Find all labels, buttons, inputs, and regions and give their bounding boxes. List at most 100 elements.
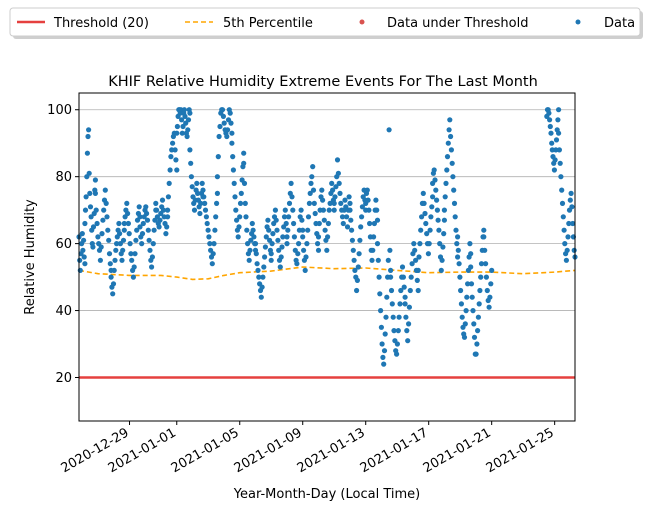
- data-point: [282, 207, 288, 213]
- data-point: [188, 160, 194, 166]
- data-point: [488, 281, 494, 287]
- data-point: [349, 237, 355, 243]
- data-point: [399, 264, 406, 270]
- data-point: [398, 287, 404, 294]
- data-point: [556, 107, 562, 113]
- data-point: [481, 234, 487, 240]
- data-point: [126, 231, 132, 237]
- data-point: [215, 154, 221, 160]
- data-point: [227, 110, 233, 116]
- data-point: [235, 234, 241, 240]
- data-point: [241, 150, 247, 156]
- data-point: [352, 267, 358, 273]
- data-point: [370, 247, 376, 253]
- data-point: [391, 328, 397, 334]
- data-point: [474, 341, 480, 347]
- data-point: [291, 234, 297, 240]
- data-point: [237, 214, 243, 220]
- data-point: [305, 227, 311, 233]
- data-point: [401, 284, 407, 290]
- data-point: [549, 140, 555, 146]
- percentile-layer: [78, 266, 576, 281]
- data-point: [150, 241, 156, 247]
- data-point: [427, 227, 433, 233]
- data-point: [288, 180, 294, 186]
- data-point: [256, 274, 262, 280]
- data-point: [386, 127, 392, 133]
- data-point: [425, 251, 431, 257]
- data-point: [304, 241, 310, 247]
- data-point: [478, 261, 485, 267]
- data-point: [214, 200, 220, 206]
- data-point: [381, 348, 388, 354]
- data-point: [354, 287, 360, 294]
- data-point: [93, 207, 99, 213]
- data-point: [84, 150, 90, 156]
- legend-box: [9, 7, 641, 37]
- data-point: [120, 247, 126, 253]
- data-point: [442, 194, 448, 200]
- data-point: [151, 227, 157, 233]
- data-point: [220, 113, 226, 119]
- data-point: [565, 234, 571, 240]
- data-point: [469, 294, 475, 300]
- data-point: [275, 237, 281, 243]
- data-point: [211, 241, 217, 247]
- x-tick-label: 2021-01-09: [232, 425, 305, 476]
- data-point: [559, 187, 565, 193]
- data-point: [147, 247, 153, 253]
- data-point: [132, 251, 138, 257]
- data-point: [388, 267, 394, 273]
- data-point: [185, 117, 192, 123]
- data-point: [231, 180, 237, 186]
- data-point: [237, 200, 244, 206]
- data-point: [77, 267, 83, 273]
- data-point: [241, 160, 247, 166]
- data-point: [424, 231, 430, 237]
- data-point: [359, 204, 365, 210]
- data-point: [559, 200, 566, 206]
- data-point: [85, 133, 91, 140]
- data-point: [263, 234, 269, 240]
- data-point: [258, 294, 264, 300]
- data-point: [188, 174, 194, 180]
- data-point: [428, 214, 434, 220]
- data-point: [121, 227, 127, 233]
- data-point: [268, 257, 274, 263]
- data-point: [375, 257, 381, 263]
- data-point: [416, 254, 422, 260]
- data-point: [217, 123, 223, 130]
- data-point: [250, 227, 256, 233]
- data-point: [261, 264, 267, 270]
- data-point: [406, 304, 412, 310]
- data-point: [315, 247, 322, 253]
- data-point: [82, 220, 88, 227]
- data-point: [355, 264, 361, 270]
- data-point: [210, 251, 216, 257]
- data-point: [202, 200, 208, 206]
- data-point: [324, 247, 330, 253]
- data-point: [344, 224, 351, 230]
- data-point: [167, 167, 173, 173]
- data-point: [265, 217, 271, 223]
- data-point: [394, 341, 400, 347]
- data-point: [356, 251, 362, 257]
- data-point: [106, 251, 113, 257]
- data-point: [128, 251, 134, 257]
- data-point: [451, 200, 458, 206]
- data-point: [388, 274, 394, 280]
- data-point: [553, 137, 560, 143]
- data-point: [421, 200, 427, 206]
- data-point: [120, 237, 127, 243]
- data-point: [354, 277, 360, 283]
- data-point: [552, 157, 558, 163]
- data-point: [332, 194, 338, 200]
- data-point: [191, 207, 198, 213]
- data-point: [555, 117, 561, 123]
- data-point: [98, 244, 104, 250]
- data-point: [254, 261, 260, 267]
- data-point: [229, 130, 235, 136]
- data-point: [557, 160, 563, 166]
- data-point: [337, 190, 343, 196]
- legend-under-threshold-swatch: [359, 19, 365, 25]
